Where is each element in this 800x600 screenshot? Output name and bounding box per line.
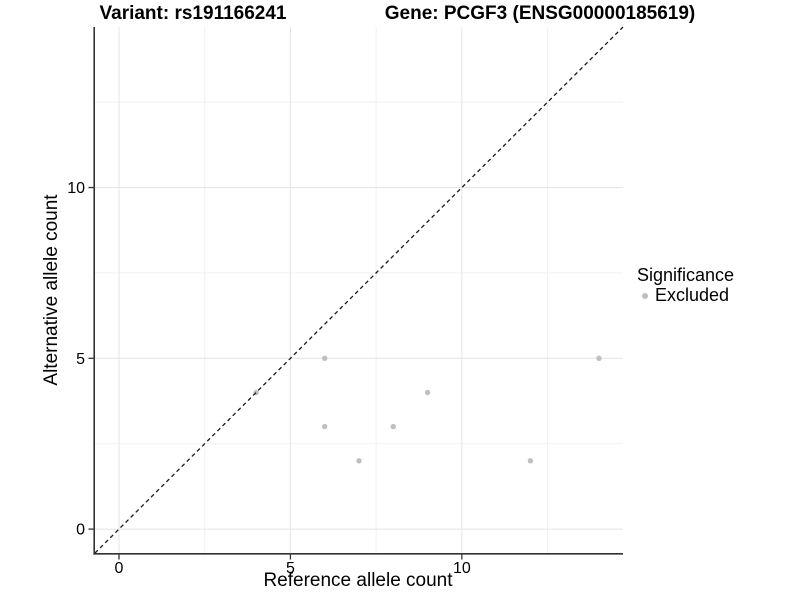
plot-title-gene: Gene: PCGF3 (ENSG00000185619) (384, 3, 696, 24)
legend: Significance Excluded (637, 265, 734, 306)
y-tick-label: 5 (76, 351, 85, 368)
scatter-point (322, 423, 328, 430)
y-tick-label: 0 (76, 522, 85, 539)
legend-item-excluded: Excluded (637, 285, 734, 306)
scatter-point (596, 355, 602, 361)
scatter-point (322, 355, 328, 361)
x-axis-title: Reference allele count (263, 570, 453, 591)
scatter-point (356, 458, 362, 464)
plot-title-variant: Variant: rs191166241 (99, 3, 287, 24)
excluded-point-swatch (642, 292, 648, 299)
scatter-point (390, 423, 396, 430)
legend-item-label: Excluded (655, 285, 730, 305)
y-tick-label: 10 (67, 180, 85, 197)
legend-title: Significance (637, 265, 735, 285)
x-tick-label: 5 (286, 560, 295, 577)
x-tick-label: 10 (453, 560, 471, 577)
scatter-point (527, 458, 534, 464)
y-axis-title: Alternative allele count (41, 194, 62, 386)
identity-dashed-line (94, 26, 624, 554)
scatter-point (424, 389, 431, 396)
x-tick-label: 0 (115, 560, 124, 577)
